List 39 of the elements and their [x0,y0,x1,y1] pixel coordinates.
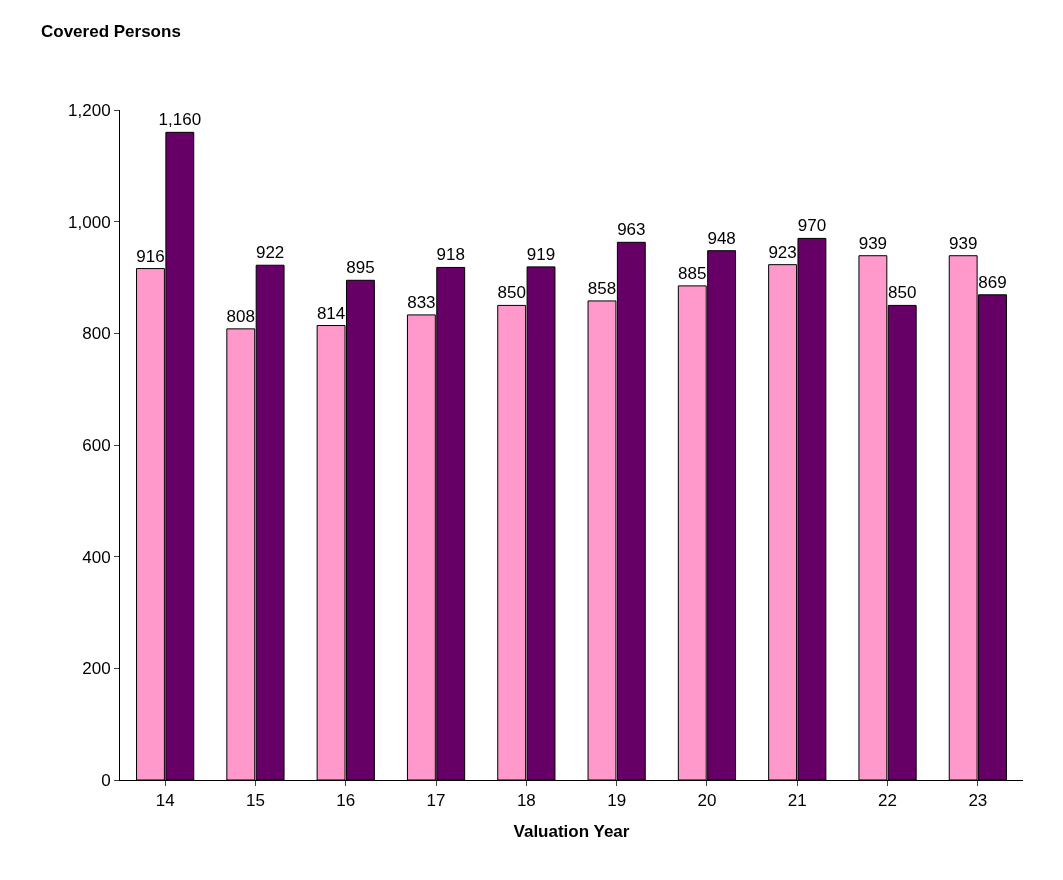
y-tick-label: 600 [82,435,111,455]
x-tick-label: 15 [245,791,265,811]
data-label: 918 [436,245,465,265]
data-label: 939 [858,233,888,253]
data-label: 895 [346,258,375,278]
x-tick-label: 16 [336,791,356,811]
data-label: 1,160 [158,110,202,130]
x-tick-label: 20 [697,791,717,811]
y-tick-label: 1,200 [68,100,111,120]
data-label: 869 [978,272,1007,292]
y-tick-label: 1,000 [68,212,111,232]
data-label: 850 [497,283,526,303]
data-label: 833 [407,292,436,312]
data-label: 814 [316,303,346,323]
y-tick-label: 0 [101,770,111,790]
data-label: 970 [797,216,827,236]
data-label: 916 [136,246,165,266]
data-label: 948 [707,228,736,248]
data-label: 808 [226,306,255,326]
x-tick-label: 18 [516,791,536,811]
data-label: 850 [888,283,917,303]
data-label: 919 [526,244,556,264]
data-label: 939 [948,233,978,253]
data-label: 858 [587,278,617,298]
data-label: 923 [768,242,797,262]
data-label: 922 [255,243,285,263]
x-tick-label: 14 [155,791,175,811]
x-tick-label: 23 [968,791,988,811]
x-tick-label: 17 [426,791,446,811]
y-tick-label: 800 [82,324,111,344]
y-tick-label: 400 [82,547,111,567]
data-label: 963 [617,220,646,240]
x-axis-title: Valuation Year [513,821,630,841]
y-axis-title: Covered Persons [41,22,181,41]
y-tick-label: 200 [82,659,111,679]
x-tick-label: 21 [787,791,807,811]
x-tick-label: 19 [607,791,627,811]
data-label: 885 [678,263,707,283]
x-tick-label: 22 [878,791,898,811]
